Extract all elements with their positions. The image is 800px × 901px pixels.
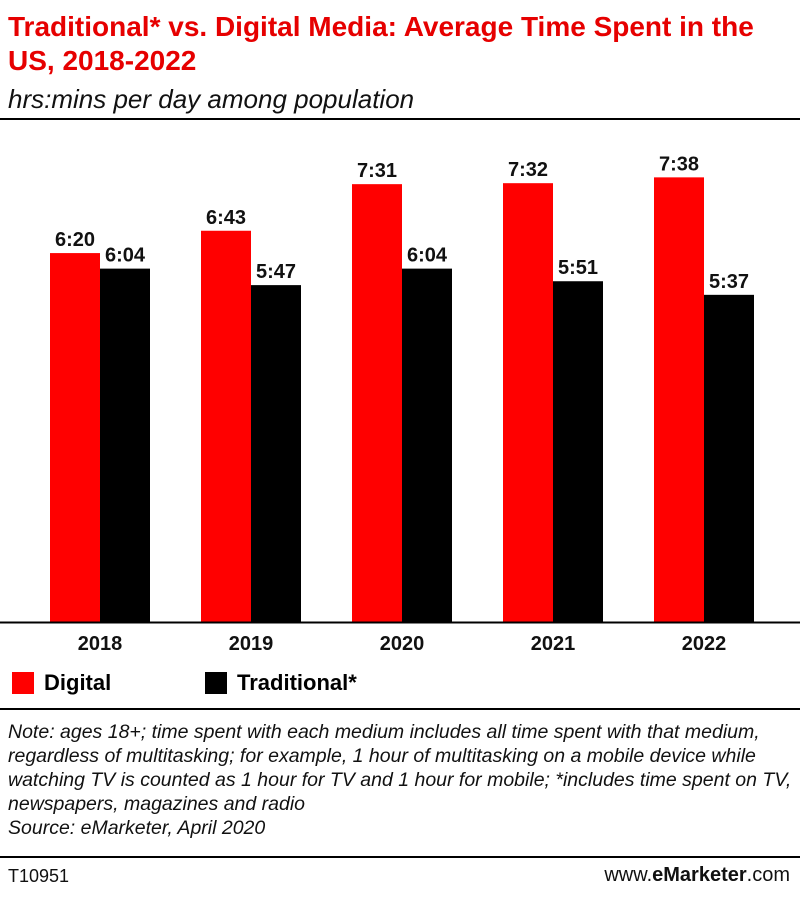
- site-credit: www.eMarketer.com: [604, 864, 790, 887]
- bar-traditional-2021: [553, 281, 603, 622]
- data-label-digital-2019: 6:43: [206, 207, 246, 229]
- legend-swatch-digital: [12, 672, 34, 694]
- source-text: Source: eMarketer, April 2020: [8, 817, 266, 839]
- x-tick-label-2020: 2020: [380, 633, 425, 655]
- data-label-digital-2020: 7:31: [357, 160, 397, 182]
- bar-traditional-2022: [704, 294, 754, 622]
- data-label-digital-2018: 6:20: [55, 229, 95, 251]
- bar-traditional-2019: [251, 285, 301, 622]
- footer-divider: [0, 856, 800, 858]
- note-body: Note: ages 18+; time spent with each med…: [8, 721, 792, 815]
- bar-chart: 6:20 6:04 2018 6:43 5:47 2019 7:31 6:04 2020 7:32…: [0, 153, 800, 655]
- data-label-traditional-2018: 6:04: [105, 245, 146, 267]
- legend-label-digital: Digital: [44, 670, 112, 695]
- x-tick-label-2021: 2021: [531, 633, 576, 655]
- data-label-traditional-2019: 5:47: [256, 261, 296, 283]
- bar-digital-2021: [503, 183, 553, 622]
- bar-digital-2018: [50, 253, 100, 623]
- note-text: Note: ages 18+; time spent with each med…: [8, 720, 793, 840]
- legend-swatch-traditional: [205, 672, 227, 694]
- x-tick-label-2019: 2019: [229, 633, 274, 655]
- chart-subtitle: hrs:mins per day among population: [8, 84, 415, 114]
- bar-digital-2020: [352, 184, 402, 622]
- chart-title: Traditional* vs. Digital Media: Average …: [8, 11, 754, 76]
- data-label-digital-2022: 7:38: [659, 153, 699, 175]
- x-tick-label-2022: 2022: [682, 633, 727, 655]
- legend-item-digital: Digital: [12, 668, 111, 698]
- bar-digital-2019: [201, 230, 251, 623]
- note-divider: [0, 708, 800, 710]
- data-label-traditional-2021: 5:51: [558, 257, 598, 279]
- legend-label-traditional: Traditional*: [237, 670, 357, 695]
- data-label-traditional-2022: 5:37: [709, 271, 749, 293]
- site-prefix: www.: [604, 864, 653, 886]
- bar-traditional-2020: [402, 268, 452, 622]
- chart-id: T10951: [8, 866, 70, 886]
- legend-item-traditional: Traditional*: [205, 668, 357, 698]
- data-label-digital-2021: 7:32: [508, 159, 548, 181]
- bar-traditional-2018: [100, 268, 150, 622]
- top-divider: [0, 118, 800, 120]
- bar-digital-2022: [654, 177, 704, 622]
- data-label-traditional-2020: 6:04: [407, 245, 448, 267]
- site-brand: eMarketer: [652, 864, 747, 886]
- x-tick-label-2018: 2018: [78, 633, 123, 655]
- site-suffix: .com: [746, 864, 790, 886]
